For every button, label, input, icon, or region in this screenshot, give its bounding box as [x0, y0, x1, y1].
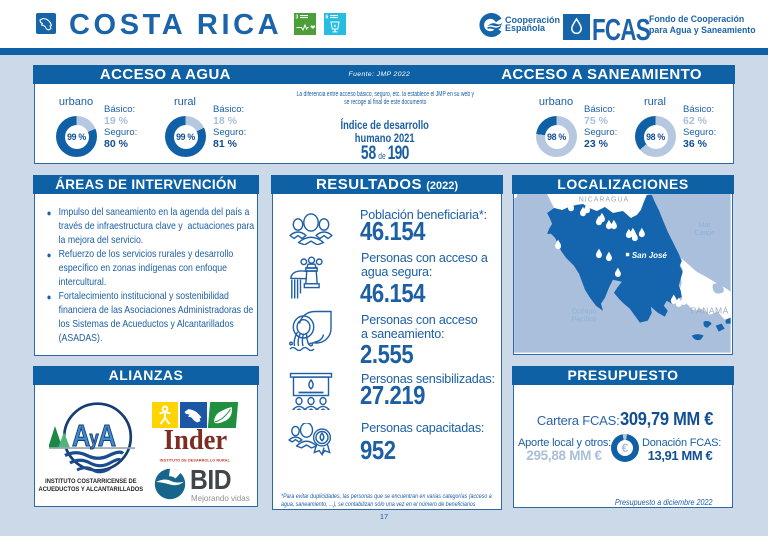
svg-text:Océano: Océano — [572, 309, 597, 316]
svg-text:San José: San José — [632, 251, 668, 260]
svg-text:6: 6 — [326, 15, 329, 21]
svg-text:Mar: Mar — [699, 222, 712, 229]
svg-text:Pacífico: Pacífico — [572, 317, 597, 324]
svg-text:3: 3 — [296, 15, 299, 21]
svg-text:PANAMÁ: PANAMÁ — [691, 306, 729, 316]
svg-text:NICARAGUA: NICARAGUA — [579, 197, 629, 204]
svg-text:AyA: AyA — [72, 419, 116, 454]
svg-text:Caribe: Caribe — [694, 230, 715, 237]
